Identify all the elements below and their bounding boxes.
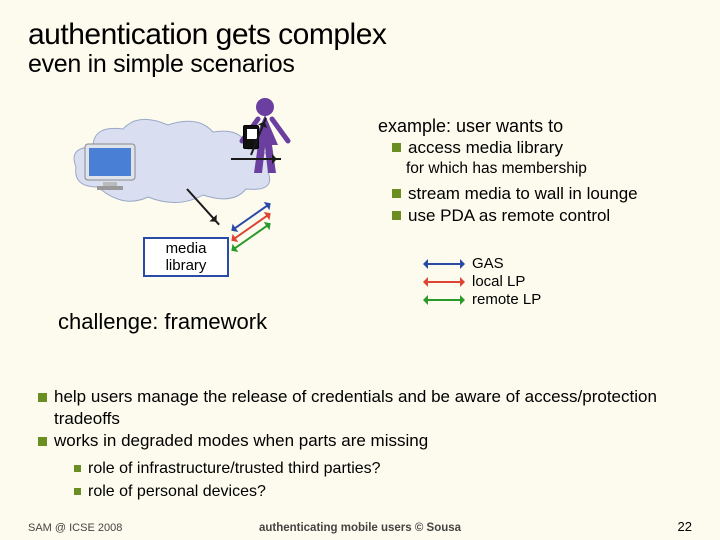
example-text: example: user wants to access media libr… (378, 115, 718, 227)
footer-center: authenticating mobile users © Sousa (0, 522, 720, 534)
challenge-heading: challenge: framework (58, 309, 267, 335)
legend-local: local LP (472, 273, 525, 291)
example-b1: access media library (408, 138, 563, 157)
legend-gas: GAS (472, 255, 504, 273)
bullet-icon (392, 189, 401, 198)
lower-b2: works in degraded modes when parts are m… (54, 430, 678, 452)
example-lead: example: user wants to (378, 115, 718, 137)
bullet-icon (392, 143, 401, 152)
lower-s1: role of infrastructure/trusted third par… (88, 458, 678, 479)
legend-arrow-green-icon (424, 299, 464, 301)
media-library-label: medialibrary (166, 240, 207, 274)
footer: SAM @ ICSE 2008 authenticating mobile us… (0, 519, 720, 534)
media-library-box: medialibrary (143, 237, 229, 277)
example-b2: stream media to wall in lounge (408, 184, 638, 203)
bullet-icon (392, 211, 401, 220)
legend-arrow-blue-icon (424, 263, 464, 265)
lower-bullets: help users manage the release of credent… (38, 386, 678, 502)
bullet-icon (74, 488, 81, 495)
legend: GAS local LP remote LP (424, 255, 541, 309)
protocol-arrows (228, 212, 288, 252)
content-area: medialibrary example: user wants to acce… (28, 97, 692, 357)
example-b3: use PDA as remote control (408, 206, 610, 225)
bullet-icon (38, 437, 47, 446)
lower-b1: help users manage the release of credent… (54, 386, 678, 430)
example-b1-note: for which has membership (406, 159, 718, 179)
legend-remote: remote LP (472, 291, 541, 309)
bullet-icon (74, 465, 81, 472)
title-sub: even in simple scenarios (28, 50, 692, 79)
monitor-icon (83, 142, 141, 194)
arrow-icon (231, 158, 281, 160)
lower-s2: role of personal devices? (88, 481, 678, 502)
bullet-icon (38, 393, 47, 402)
legend-arrow-red-icon (424, 281, 464, 283)
title-main: authentication gets complex (28, 18, 692, 52)
